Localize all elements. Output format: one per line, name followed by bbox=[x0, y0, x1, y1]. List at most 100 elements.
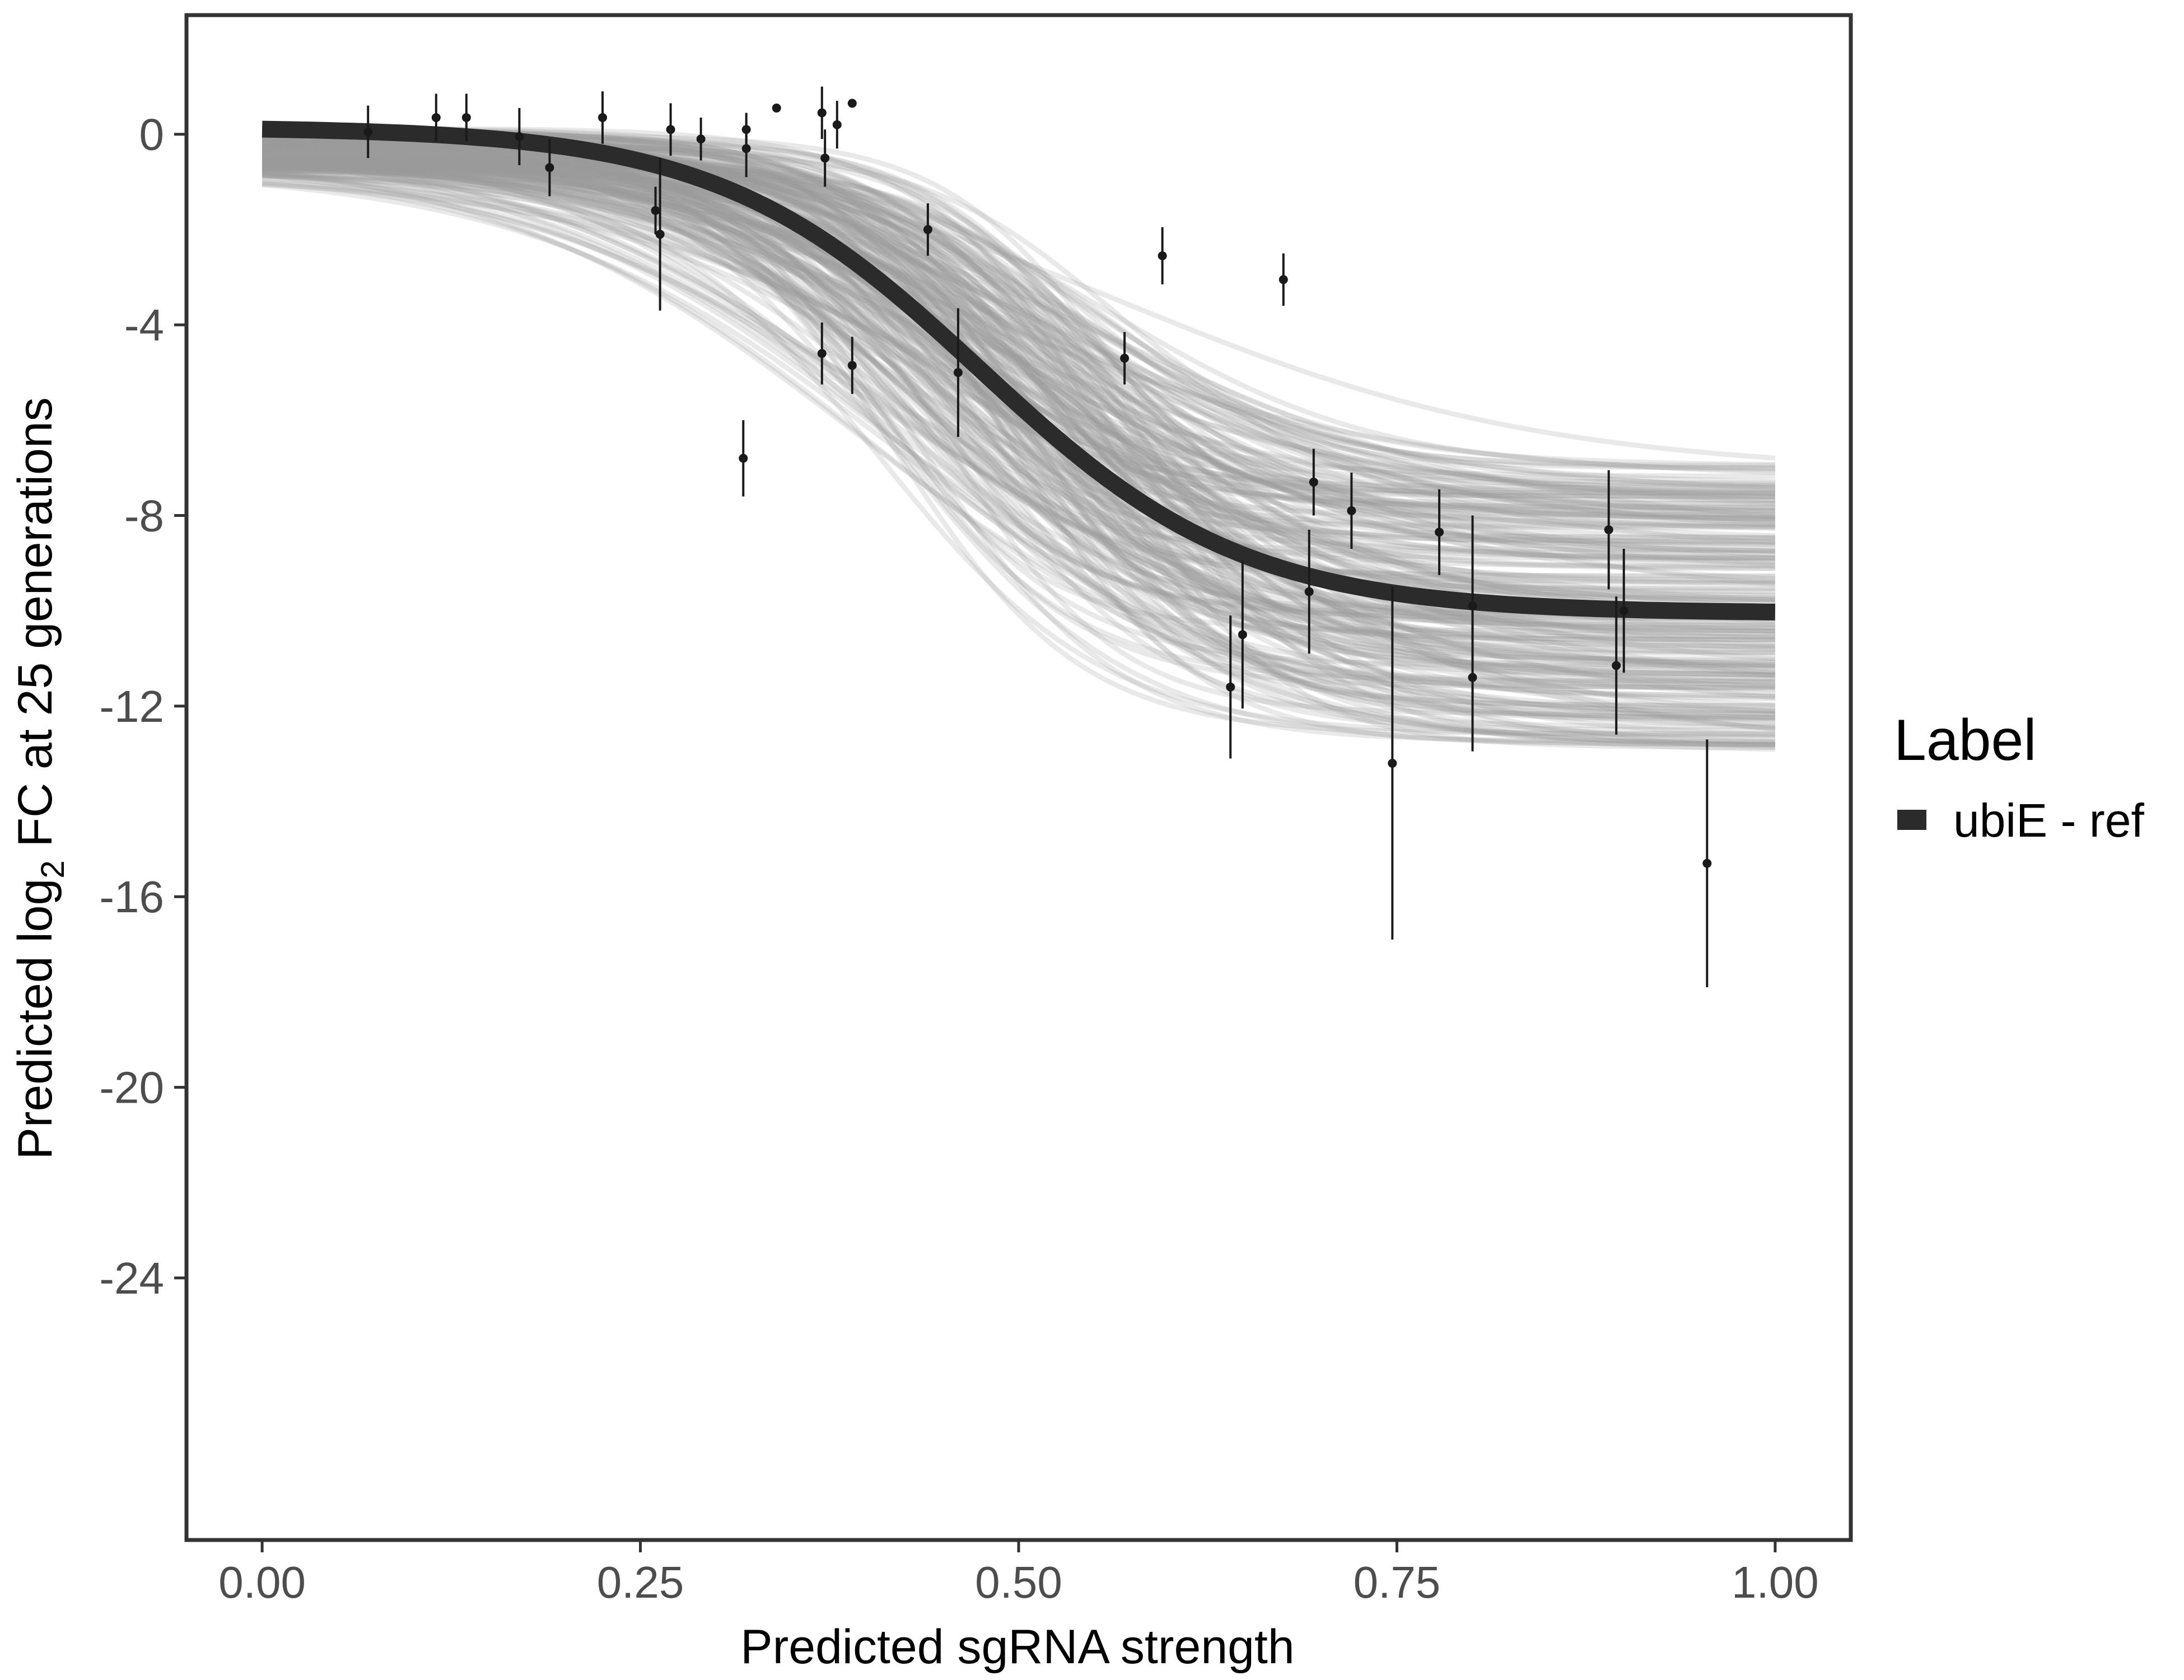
point-marker bbox=[923, 225, 932, 234]
posterior-curve bbox=[262, 168, 1775, 639]
posterior-curve bbox=[262, 158, 1776, 528]
posterior-curve bbox=[262, 157, 1775, 681]
posterior-curve bbox=[262, 167, 1775, 717]
point-marker bbox=[817, 349, 827, 358]
posterior-curve bbox=[262, 139, 1775, 690]
posterior-curve bbox=[262, 164, 1775, 520]
posterior-curve bbox=[262, 172, 1775, 678]
point-marker bbox=[1238, 630, 1247, 640]
posterior-curve bbox=[262, 164, 1775, 664]
x-tick-label: 0.50 bbox=[975, 1557, 1062, 1607]
posterior-curve bbox=[262, 156, 1775, 722]
data-point bbox=[739, 420, 748, 497]
point-marker bbox=[741, 144, 751, 153]
point-marker bbox=[817, 108, 827, 118]
posterior-curve bbox=[262, 154, 1776, 565]
posterior-curve bbox=[262, 144, 1775, 634]
posterior-curve bbox=[262, 166, 1775, 685]
data-point bbox=[1702, 739, 1712, 987]
data-point bbox=[1238, 561, 1247, 709]
posterior-curve bbox=[262, 149, 1775, 650]
y-tick-label: -4 bbox=[124, 300, 164, 350]
posterior-curve bbox=[262, 161, 1776, 475]
posterior-curve bbox=[262, 153, 1775, 548]
posterior-curve bbox=[262, 167, 1775, 601]
posterior-curve bbox=[262, 180, 1776, 641]
posterior-curve bbox=[262, 158, 1776, 675]
posterior-curve bbox=[262, 158, 1775, 603]
posterior-curve bbox=[262, 146, 1776, 519]
posterior-curve bbox=[262, 138, 1776, 696]
posterior-curve bbox=[262, 163, 1775, 671]
posterior-curve bbox=[262, 141, 1775, 495]
legend-title: Label bbox=[1894, 708, 2036, 773]
point-marker bbox=[1612, 661, 1621, 670]
posterior-curve bbox=[262, 153, 1775, 620]
posterior-curve bbox=[262, 165, 1775, 598]
posterior-curve bbox=[262, 167, 1775, 529]
data-point bbox=[651, 186, 660, 235]
posterior-curve bbox=[262, 150, 1775, 747]
data-point bbox=[1612, 596, 1621, 735]
posterior-curve bbox=[262, 144, 1776, 713]
data-point bbox=[1619, 549, 1628, 673]
posterior-curve bbox=[262, 157, 1775, 730]
posterior-curve bbox=[262, 151, 1776, 582]
data-point bbox=[1347, 472, 1356, 549]
posterior-curve bbox=[262, 155, 1775, 496]
fit-curve bbox=[262, 120, 1776, 620]
data-point bbox=[1158, 227, 1167, 284]
posterior-curve bbox=[262, 141, 1775, 522]
point-marker bbox=[820, 153, 830, 163]
point-marker bbox=[515, 132, 524, 141]
posterior-curve bbox=[262, 181, 1775, 720]
data-point bbox=[847, 99, 857, 108]
posterior-curve bbox=[262, 147, 1776, 731]
posterior-curve bbox=[262, 126, 1775, 572]
y-tick-label: -20 bbox=[99, 1063, 164, 1113]
posterior-curve bbox=[262, 156, 1775, 634]
point-marker bbox=[847, 361, 857, 370]
posterior-curve bbox=[262, 160, 1775, 494]
posterior-curve bbox=[262, 155, 1775, 507]
posterior-curve bbox=[262, 157, 1775, 649]
posterior-curve bbox=[262, 172, 1775, 500]
x-tick-label: 0.25 bbox=[597, 1557, 684, 1607]
point-marker bbox=[696, 134, 706, 144]
posterior-curve bbox=[262, 157, 1775, 494]
posterior-curve bbox=[262, 163, 1776, 557]
y-tick-label: 0 bbox=[139, 110, 165, 160]
posterior-curve bbox=[262, 151, 1775, 541]
posterior-curve bbox=[262, 165, 1775, 471]
posterior-curve bbox=[262, 170, 1775, 678]
point-marker bbox=[431, 113, 441, 122]
posterior-curve bbox=[262, 158, 1775, 586]
point-marker bbox=[953, 368, 963, 377]
point-marker bbox=[1304, 587, 1314, 596]
data-point bbox=[655, 158, 665, 311]
posterior-curve bbox=[262, 148, 1775, 592]
y-axis-title-rest: FC at 25 generations bbox=[8, 397, 62, 860]
posterior-curve bbox=[262, 156, 1775, 752]
y-tick-label: -24 bbox=[99, 1253, 164, 1303]
posterior-curve bbox=[262, 165, 1776, 708]
posterior-curve bbox=[262, 130, 1775, 579]
posterior-curve bbox=[262, 169, 1775, 511]
posterior-curve bbox=[262, 151, 1775, 568]
data-point bbox=[1435, 489, 1444, 575]
x-axis-title: Predicted sgRNA strength bbox=[740, 1620, 1295, 1674]
data-point bbox=[1278, 253, 1288, 306]
posterior-curve bbox=[262, 163, 1775, 631]
posterior-curve bbox=[262, 160, 1775, 656]
posterior-curve bbox=[262, 148, 1775, 490]
x-axis: 0.00 0.25 0.50 0.75 1.00 bbox=[218, 1542, 1819, 1607]
point-marker bbox=[739, 454, 748, 463]
posterior-curve bbox=[262, 149, 1775, 479]
posterior-curve bbox=[262, 150, 1775, 745]
legend: Label ubiE - ref bbox=[1894, 708, 2144, 847]
posterior-curve bbox=[262, 158, 1775, 631]
data-point bbox=[953, 308, 963, 437]
posterior-curve bbox=[262, 146, 1775, 699]
posterior-curve bbox=[262, 161, 1775, 586]
